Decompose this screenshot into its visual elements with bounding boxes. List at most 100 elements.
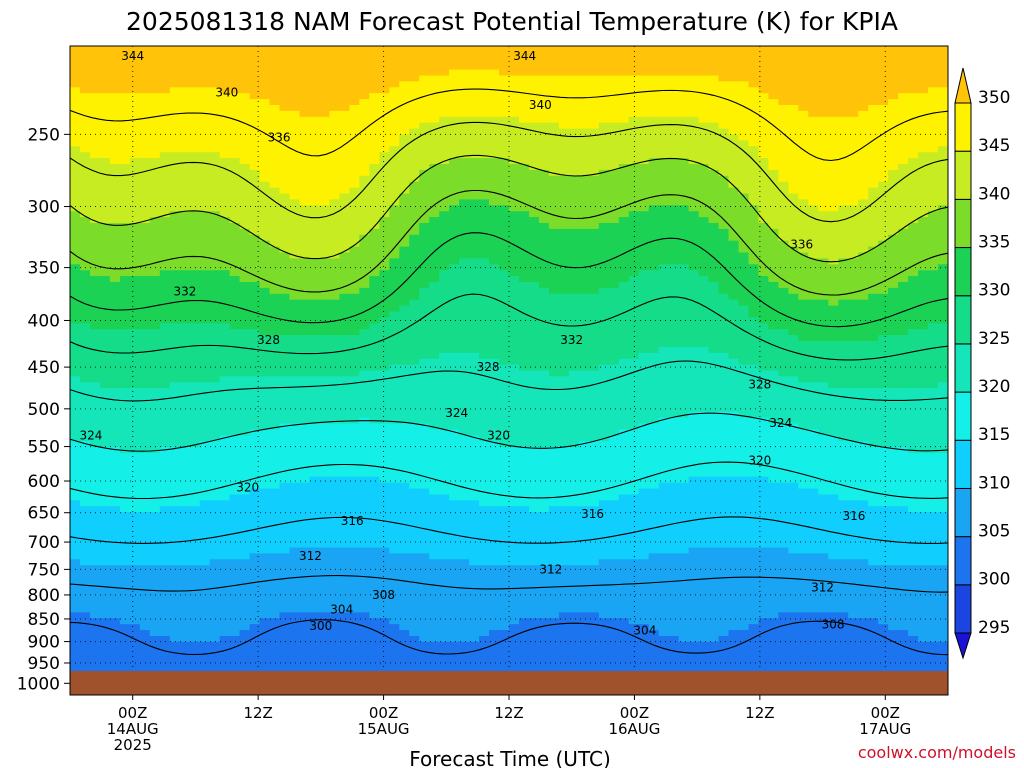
band-cell xyxy=(768,93,899,100)
colorbar-low-arrow xyxy=(954,632,972,660)
band-cell xyxy=(429,282,540,289)
band-cell xyxy=(888,234,948,242)
band-cell xyxy=(798,423,948,431)
band-cell xyxy=(499,69,948,77)
band-cell xyxy=(429,553,650,560)
band-cell xyxy=(888,624,948,631)
x-tick-label: 00Z xyxy=(871,704,900,722)
band-cell xyxy=(768,417,948,425)
band-cell xyxy=(259,234,360,242)
band-cell xyxy=(529,506,550,513)
band-cell xyxy=(249,429,460,436)
band-cell xyxy=(738,358,948,366)
band-cell xyxy=(419,228,730,236)
band-cell xyxy=(509,270,640,277)
band-cell xyxy=(149,217,231,224)
band-cell xyxy=(80,559,211,566)
band-cell xyxy=(788,547,948,554)
band-cell xyxy=(279,482,410,490)
band-cell xyxy=(728,234,779,242)
band-cell xyxy=(70,400,948,407)
band-cell xyxy=(399,252,750,259)
band-cell xyxy=(449,69,500,77)
y-tick-label: 900 xyxy=(28,633,60,653)
band-cell xyxy=(808,199,859,206)
band-cell xyxy=(339,193,400,200)
band-cell xyxy=(519,618,630,625)
band-cell xyxy=(70,270,91,277)
band-cell xyxy=(289,193,340,200)
contour-label-group: 336 xyxy=(790,237,813,251)
band-cell xyxy=(548,223,600,230)
band-cell xyxy=(70,252,291,259)
band-cell xyxy=(70,618,121,625)
band-cell xyxy=(598,223,720,230)
band-cell xyxy=(758,217,919,224)
filled-bands xyxy=(70,46,948,695)
contour-label-group: 332 xyxy=(560,333,583,347)
band-cell xyxy=(399,305,750,313)
band-cell xyxy=(928,87,948,94)
y-tick-label: 1000 xyxy=(17,674,60,694)
band-cell xyxy=(738,240,789,248)
band-cell xyxy=(449,205,510,212)
contour-328 xyxy=(70,293,948,361)
band-cell xyxy=(419,636,480,643)
band-cell xyxy=(399,81,750,88)
band-cell xyxy=(529,164,620,171)
colorbar-segment xyxy=(954,295,972,345)
band-cell xyxy=(70,659,948,667)
grid-lines xyxy=(70,46,948,695)
band-cell xyxy=(878,181,948,189)
band-cell xyxy=(419,122,560,130)
band-cell xyxy=(698,211,760,218)
band-cell xyxy=(70,282,261,289)
y-tick-label: 300 xyxy=(28,198,60,218)
band-cell xyxy=(898,228,948,236)
contour-label-group: 320 xyxy=(748,454,771,468)
band-cell xyxy=(419,287,550,295)
band-cell xyxy=(279,187,350,195)
band-cell xyxy=(638,488,819,495)
band-cell xyxy=(269,181,360,189)
band-cell xyxy=(738,134,948,141)
band-cell xyxy=(858,110,948,118)
band-cell xyxy=(409,482,660,490)
contour-label: 336 xyxy=(790,237,813,251)
band-cell xyxy=(90,217,151,224)
contour-label-group: 332 xyxy=(174,285,197,299)
contour-label: 316 xyxy=(341,514,364,528)
contour-label: 320 xyxy=(748,454,771,468)
band-cell xyxy=(868,559,948,566)
band-cell xyxy=(70,565,948,572)
band-cell xyxy=(70,341,948,348)
band-cell xyxy=(908,506,948,513)
band-cell xyxy=(419,358,500,366)
band-cell xyxy=(748,140,948,147)
band-cell xyxy=(758,264,939,271)
band-cell xyxy=(748,193,799,200)
colorbar-label: 300 xyxy=(978,570,1010,590)
band-cell xyxy=(399,624,510,631)
band-cell xyxy=(698,270,760,277)
band-cell xyxy=(229,494,450,501)
contour-label-group: 320 xyxy=(487,429,510,443)
x-tick-label: 12Z xyxy=(494,704,523,722)
band-cell xyxy=(399,246,740,254)
colorbar-segment xyxy=(954,150,972,200)
band-cell xyxy=(598,169,720,177)
band-cell xyxy=(369,323,769,330)
band-cell xyxy=(479,435,610,442)
band-cell xyxy=(868,441,948,448)
band-cell xyxy=(90,152,161,159)
band-cell xyxy=(858,252,948,259)
band-cell xyxy=(119,506,161,513)
band-cell xyxy=(778,370,948,377)
band-cell xyxy=(908,158,948,165)
colorbar-label: 310 xyxy=(978,473,1010,493)
band-cell xyxy=(70,146,81,153)
band-cell xyxy=(439,270,510,277)
band-cell xyxy=(309,476,380,484)
contour-312 xyxy=(70,516,948,544)
band-cell xyxy=(199,500,480,507)
